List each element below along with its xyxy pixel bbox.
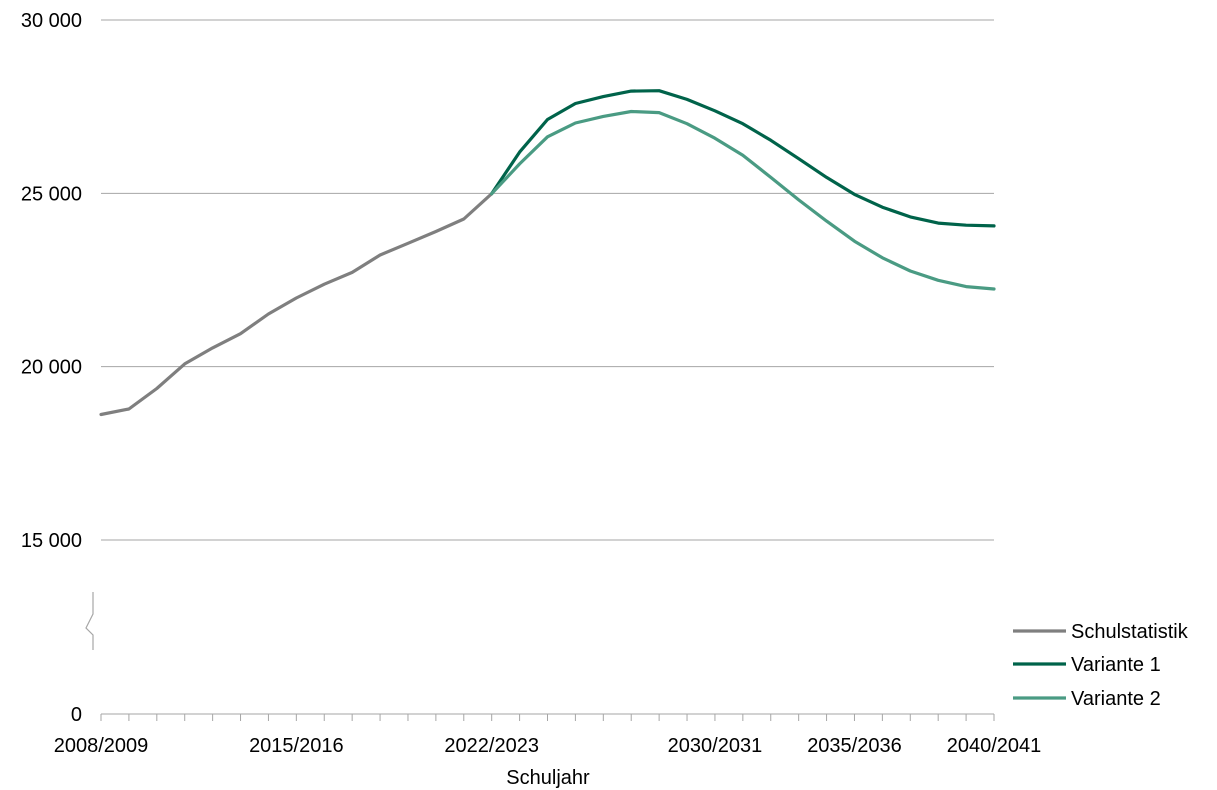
legend-label: Schulstatistik: [1071, 621, 1189, 643]
x-axis: 2008/2009 2015/2016 2022/2023 2030/2031 2035…: [54, 713, 1042, 757]
series-lines: [99, 89, 996, 417]
gridlines: [101, 19, 994, 541]
x-axis-label: Schuljahr: [506, 767, 590, 789]
legend-item: Variante 2: [1013, 688, 1161, 710]
series-line-3: [490, 109, 996, 291]
y-tick-label: 20 000: [21, 357, 82, 379]
axis-break-symbol: [85, 592, 94, 650]
y-tick-label: 0: [71, 704, 82, 726]
x-tick-label: 2040/2041: [947, 735, 1042, 757]
series-line-2: [490, 89, 996, 228]
y-tick-label: 15 000: [21, 530, 82, 552]
legend-item: Variante 1: [1013, 654, 1161, 676]
x-tick-label: 2030/2031: [668, 735, 763, 757]
x-tick-label: 2015/2016: [249, 735, 344, 757]
y-tick-label: 30 000: [21, 10, 82, 32]
y-tick-label: 25 000: [21, 183, 82, 205]
legend-label: Variante 1: [1071, 654, 1161, 676]
legend-label: Variante 2: [1071, 688, 1161, 710]
legend: Schulstatistik Variante 1 Variante 2: [1013, 621, 1189, 710]
legend-item: Schulstatistik: [1013, 621, 1189, 643]
y-axis-tick-labels: 0 15 000 20 000 25 000 30 000: [21, 10, 82, 726]
series-line-1: [99, 192, 494, 417]
axis-break-zigzag: [85, 592, 94, 650]
x-tick-label: 2035/2036: [807, 735, 902, 757]
x-tick-label: 2008/2009: [54, 735, 149, 757]
x-tick-label: 2022/2023: [444, 735, 539, 757]
